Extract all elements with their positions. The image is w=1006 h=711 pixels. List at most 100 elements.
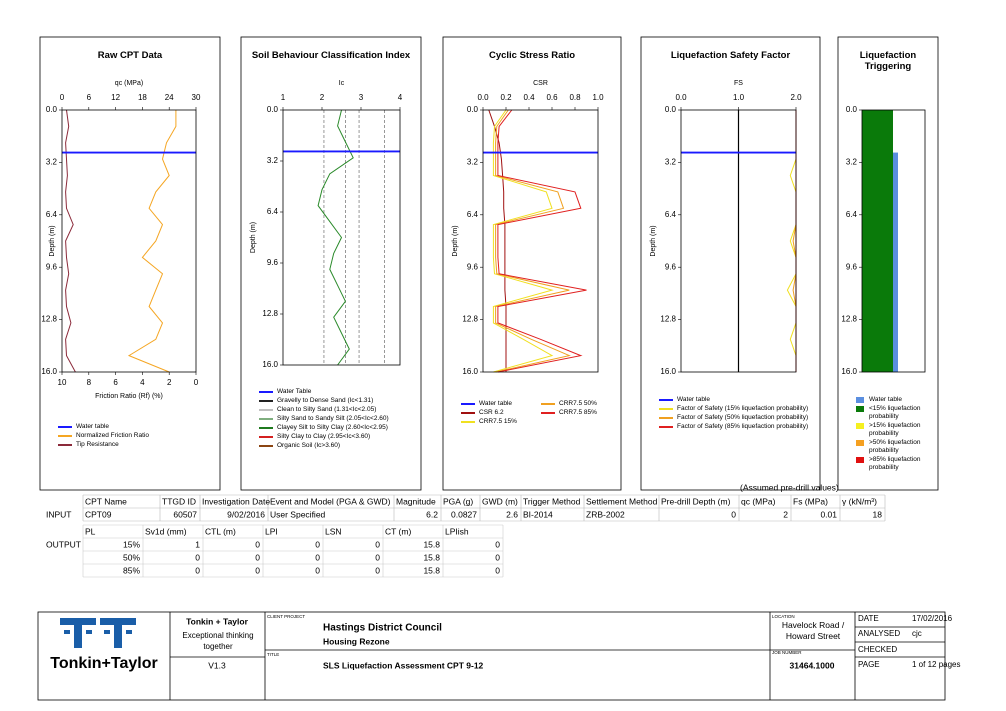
profile-line: [488, 109, 507, 372]
output-cell: 85%: [123, 565, 140, 575]
legend-swatch: [856, 397, 864, 403]
legend-entry: Silty Sand to Sandy Silt (2.05<Ic<2.60): [259, 415, 415, 423]
output-header: CT (m): [385, 526, 411, 536]
x-tick-label: 4: [398, 93, 403, 102]
y-tick-label: 6.4: [665, 210, 677, 219]
profile-line: [492, 109, 554, 373]
y-axis-label: Depth (m): [250, 222, 257, 253]
y-axis-label: Depth (m): [650, 225, 657, 256]
output-cell: 15.8: [423, 539, 440, 549]
output-header: LSN: [325, 526, 342, 536]
legend-entry: Silty Clay to Clay (2.95<Ic<3.60): [259, 433, 415, 441]
profile-line: [497, 109, 587, 373]
x-tick-label: 3: [359, 93, 364, 102]
output-header: PL: [85, 526, 96, 536]
output-header: Sv1d (mm): [145, 526, 187, 536]
y-tick-label: 16.0: [841, 367, 857, 376]
legend-label: Water Table: [277, 388, 312, 395]
y-tick-label: 0.0: [665, 105, 677, 114]
legend-entry: Normalized Friction Ratio: [58, 432, 214, 440]
page-label: PAGE: [858, 660, 880, 669]
output-cell: 0: [255, 539, 260, 549]
legend-swatch: [259, 436, 273, 438]
legend-entry: Clayey Silt to Silty Clay (2.60<Ic<2.95): [259, 424, 415, 432]
input-cell: 0.01: [820, 509, 837, 519]
version: V1.3: [208, 660, 226, 670]
y-tick-label: 16.0: [41, 367, 57, 376]
job-number: 31464.1000: [790, 660, 835, 670]
x2-tick-label: 0: [194, 378, 199, 387]
panel-frame: [640, 36, 821, 491]
input-cell: CPT09: [85, 509, 112, 519]
x2-tick-label: 8: [87, 378, 92, 387]
input-header: γ (kN/m³): [842, 496, 877, 506]
legend-entry: >85% liquefaction probability: [856, 456, 932, 472]
output-cell: 15.8: [423, 565, 440, 575]
y-tick-label: 3.2: [267, 156, 279, 165]
x-tick-label: 24: [165, 93, 174, 102]
y-tick-label: 6.4: [846, 210, 858, 219]
x-tick-label: 1: [281, 93, 286, 102]
panel-frame: [39, 36, 221, 491]
legend-swatch: [461, 421, 475, 423]
legend-label: Factor of Safety (85% liquefaction proba…: [677, 423, 809, 430]
x2-tick-label: 2: [167, 378, 172, 387]
y-tick-label: 9.6: [665, 262, 677, 271]
legend-label: Water table: [869, 396, 902, 403]
legend-swatch: [259, 427, 273, 429]
x-axis-label: Ic: [339, 80, 345, 87]
x-tick-label: 0.0: [477, 93, 489, 102]
y-tick-label: 9.6: [267, 258, 279, 267]
output-label: OUTPUT: [46, 539, 81, 549]
y-tick-label: 0.0: [46, 105, 58, 114]
project: Housing Rezone: [323, 636, 390, 646]
y-tick-label: 12.8: [462, 315, 478, 324]
saturated-column: [893, 152, 898, 372]
legend-swatch: [856, 423, 864, 429]
legend-label: Normalized Friction Ratio: [76, 432, 149, 439]
location-label: LOCATION: [772, 614, 795, 619]
y-tick-label: 6.4: [46, 210, 58, 219]
logo-text: Tonkin+Taylor: [50, 655, 157, 672]
input-header: GWD (m): [482, 496, 518, 506]
legend-entry: Tip Resistance: [58, 441, 214, 449]
output-cell: 0: [375, 565, 380, 575]
input-cell: 2: [783, 509, 788, 519]
output-cell: 0: [195, 552, 200, 562]
legend-entry: >15% liquefaction probability: [856, 422, 932, 438]
y-tick-label: 3.2: [665, 158, 677, 167]
legend-swatch: [259, 445, 273, 447]
legend-label: Clayey Silt to Silty Clay (2.60<Ic<2.95): [277, 424, 388, 431]
output-cell: 0: [495, 539, 500, 549]
output-cell: 0: [315, 565, 320, 575]
legend-label: >85% liquefaction probability: [869, 456, 921, 471]
legend-entry: Factor of Safety (85% liquefaction proba…: [659, 423, 814, 431]
panel-title: Raw CPT Data: [97, 50, 163, 61]
input-cell: User Specified: [270, 509, 326, 519]
y-tick-label: 16.0: [262, 360, 278, 369]
output-cell: 15%: [123, 539, 140, 549]
input-header: CPT Name: [85, 496, 127, 506]
x-axis-label: FS: [734, 80, 743, 87]
legend-entry: Water table: [856, 396, 932, 404]
output-cell: 0: [375, 552, 380, 562]
x-tick-label: 0.6: [546, 93, 558, 102]
legend-label: CRR7.5 15%: [479, 418, 517, 425]
input-header: Investigation Date: [202, 496, 270, 506]
output-cell: 0: [255, 552, 260, 562]
y-tick-label: 3.2: [46, 158, 58, 167]
x-tick-label: 18: [138, 93, 147, 102]
input-cell: 2.6: [506, 509, 518, 519]
legend-swatch: [259, 418, 273, 420]
y-tick-label: 12.8: [660, 315, 676, 324]
output-cell: 50%: [123, 552, 140, 562]
y-axis-label: Depth (m): [49, 225, 56, 256]
legend-swatch: [58, 435, 72, 437]
legend-label: <15% liquefaction probability: [869, 405, 921, 420]
x-tick-label: 0.8: [569, 93, 581, 102]
legend-swatch: [856, 440, 864, 446]
x-axis-label: CSR: [533, 80, 548, 87]
legend-label: >50% liquefaction probability: [869, 439, 921, 454]
